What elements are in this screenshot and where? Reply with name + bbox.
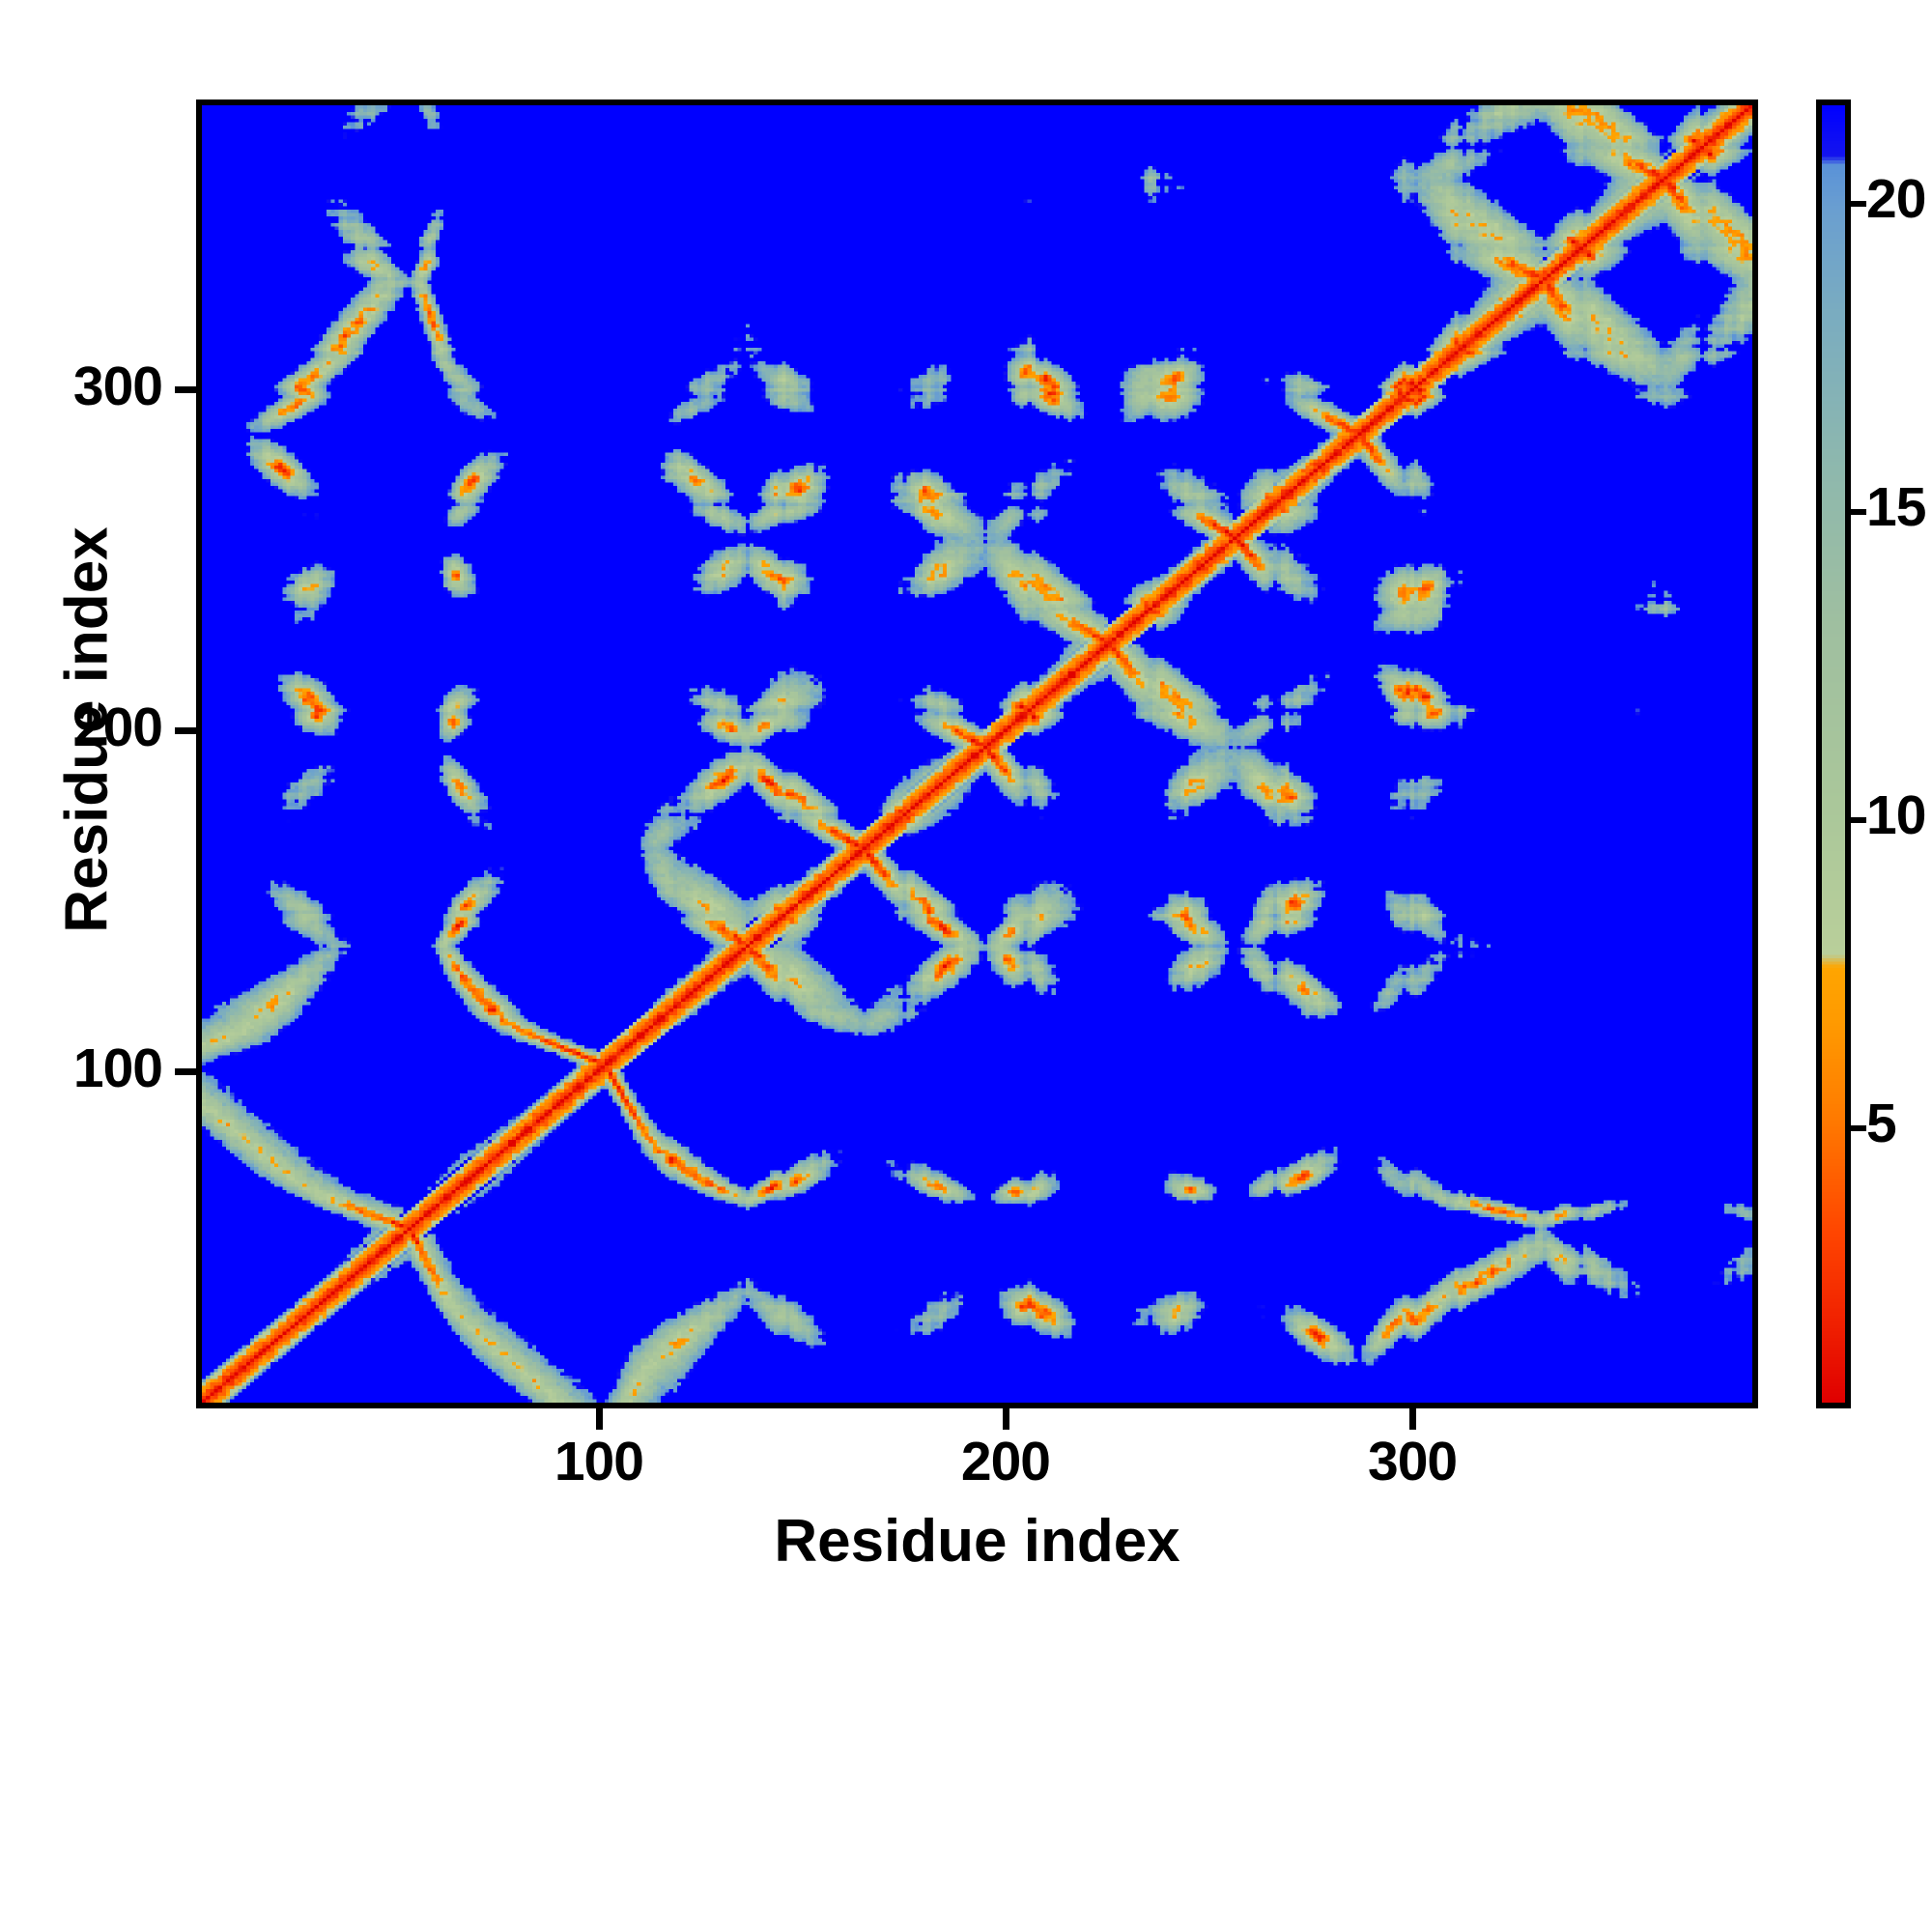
x-tick-mark: [595, 1408, 603, 1430]
heatmap-plot-area: [196, 99, 1758, 1408]
x-tick-label: 200: [960, 1431, 1051, 1492]
colorbar-tick-label: 15: [1866, 476, 1926, 539]
colorbar-gradient: [1822, 105, 1845, 1403]
y-tick-mark: [175, 385, 196, 393]
x-tick-label: 100: [554, 1431, 644, 1492]
y-tick-label: 100: [72, 1037, 163, 1099]
colorbar-tick-mark: [1851, 201, 1866, 208]
colorbar-tick-label: 10: [1866, 784, 1926, 847]
x-tick-mark: [1409, 1408, 1417, 1430]
colorbar-tick-mark: [1851, 817, 1866, 824]
x-tick-mark: [1002, 1408, 1009, 1430]
colorbar-tick-label: 5: [1866, 1092, 1897, 1154]
y-axis-title: Residue index: [53, 526, 121, 933]
x-axis-title: Residue index: [774, 1508, 1180, 1575]
y-tick-label: 200: [72, 696, 163, 758]
distance-matrix-heatmap: [202, 105, 1752, 1403]
y-tick-label: 300: [72, 355, 163, 417]
y-tick-mark: [175, 1067, 196, 1075]
colorbar-tick-label: 20: [1866, 168, 1926, 231]
x-tick-label: 300: [1368, 1431, 1458, 1492]
y-tick-mark: [175, 726, 196, 734]
colorbar-tick-mark: [1851, 1124, 1866, 1131]
colorbar: [1816, 99, 1851, 1408]
colorbar-tick-mark: [1851, 509, 1866, 516]
